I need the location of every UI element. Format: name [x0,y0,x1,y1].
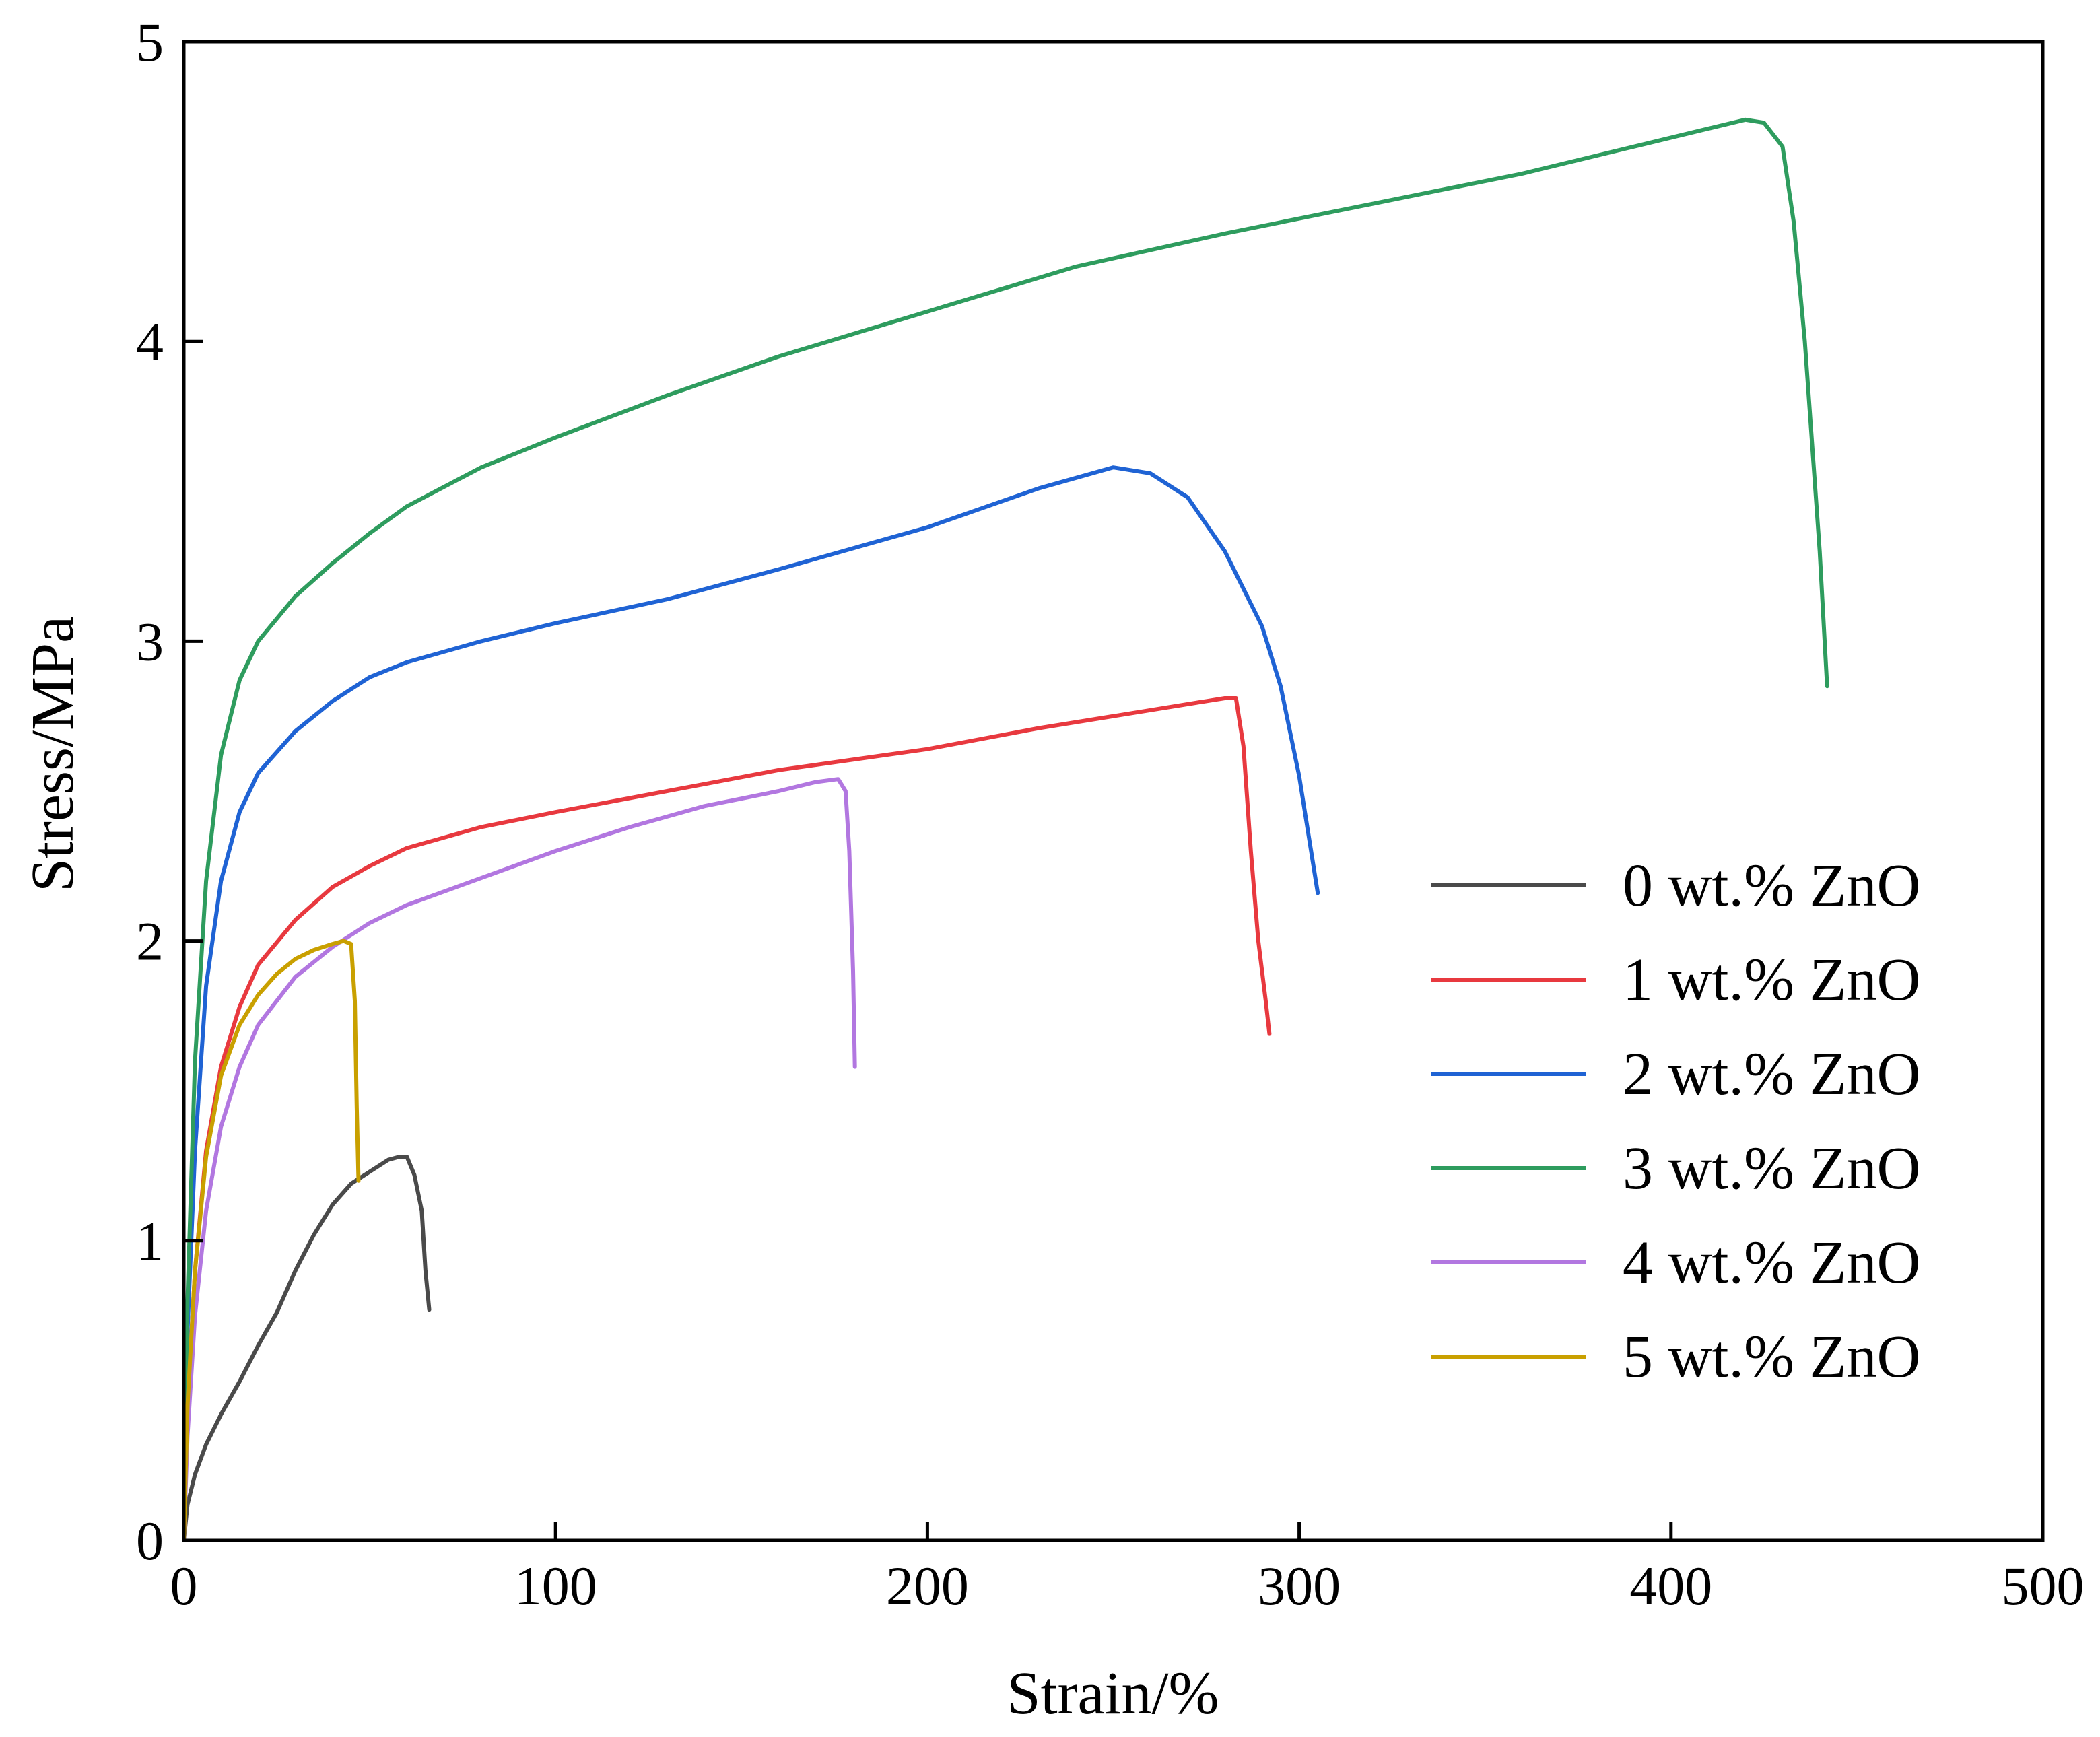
series-line-4 [182,777,857,1542]
x-tick-label: 400 [1629,1555,1712,1616]
x-axis-ticks: 0 100 200 300 400 500 [170,1522,2085,1616]
x-tick-label: 200 [886,1555,969,1616]
legend-label: 2 wt.% ZnO [1623,1041,1920,1108]
x-tick-label: 500 [2002,1555,2085,1616]
legend-label: 1 wt.% ZnO [1623,947,1920,1013]
plot-frame [182,40,2045,1542]
series-line-0 [182,1155,432,1542]
series-line-3 [182,117,1829,1542]
x-tick-label: 100 [514,1555,597,1616]
y-tick-label: 4 [136,311,164,372]
y-axis-title: Stress/MPa [20,616,86,892]
data-series [182,117,1829,1542]
legend-label: 3 wt.% ZnO [1623,1135,1920,1202]
y-tick-label: 1 [136,1211,164,1272]
x-tick-label: 300 [1258,1555,1341,1616]
y-axis-ticks: 0 1 2 3 4 5 [136,11,203,1571]
legend: 0 wt.% ZnO 1 wt.% ZnO 2 wt.% ZnO 3 wt.% ZnO… [1431,852,1920,1390]
legend-label: 0 wt.% ZnO [1623,852,1920,919]
series-line-2 [182,465,1320,1542]
y-tick-label: 2 [136,911,164,972]
x-axis-title: Strain/% [1007,1660,1219,1727]
y-tick-label: 0 [136,1510,164,1571]
series-line-5 [182,939,361,1542]
y-tick-label: 5 [136,11,164,73]
y-tick-label: 3 [136,611,164,672]
series-line-1 [182,696,1272,1542]
legend-label: 5 wt.% ZnO [1623,1324,1920,1390]
x-tick-label: 0 [170,1555,198,1616]
legend-label: 4 wt.% ZnO [1623,1229,1920,1296]
